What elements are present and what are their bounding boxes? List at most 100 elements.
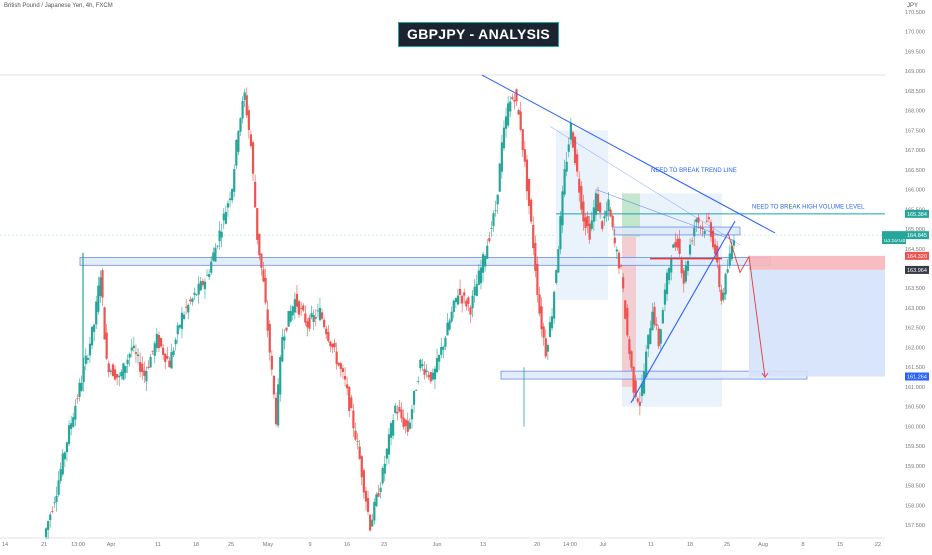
candle-body [473,286,476,296]
projected-path-arrow [761,372,769,378]
candle-body [377,492,380,497]
x-tick-label: 9 [308,542,311,548]
candle-body [697,217,700,223]
candle-body [268,323,271,353]
candle-body [636,398,639,402]
candle-body [534,243,537,271]
candle-body [366,498,370,512]
candle-body [651,311,654,331]
x-tick-label: 23 [381,542,387,548]
candle-body [691,240,694,242]
candle-body [107,363,110,373]
candle-body [235,139,238,166]
y-tick-label: 170.000 [905,30,925,36]
candle-body [199,281,202,291]
candle-body [442,346,445,350]
candle-body [331,343,334,348]
candle-body [51,511,54,512]
candle-body [159,338,163,347]
y-tick-label: 166.000 [905,188,925,194]
candle-body [444,337,447,347]
candle-body [686,260,690,271]
candle-body [176,325,179,335]
candle-body [642,371,646,394]
candle-body [494,210,497,212]
x-tick-label: 18 [687,542,693,548]
candle-body [509,101,512,112]
candle-body [555,270,558,284]
candle-body [136,354,140,357]
candle-body [162,347,165,355]
candle-body [626,307,629,336]
price-label-bg [905,209,929,218]
candle-body [228,198,232,201]
candle-body [254,181,257,208]
x-tick-label: Aug [758,542,768,548]
candle-body [124,365,127,373]
x-tick-label: 25 [724,542,730,548]
candle-body [429,372,432,382]
candle-body [371,519,374,527]
candle-body [76,398,79,400]
candle-body [337,362,340,366]
candle-body [701,227,704,229]
candle-body [335,351,338,365]
candle-body [423,368,426,375]
candle-body [724,273,727,295]
candle-body [584,217,587,228]
candle-body [262,269,265,282]
candle-body [149,356,152,368]
candle-body [716,245,719,263]
candle-body [178,324,181,328]
candle-body [578,178,581,193]
candle-body [609,209,612,217]
price-label-bg [905,372,929,381]
candle-body [187,304,190,313]
candle-body [728,253,731,266]
x-tick-label: 14 [2,542,8,548]
candle-body [358,446,361,459]
candle-body [329,341,332,347]
candle-body [479,267,483,284]
candle-body [323,319,326,328]
candle-body [557,249,560,273]
y-tick-label: 163.500 [905,286,925,292]
ascending-trend-line [630,220,736,404]
candle-body [481,254,485,273]
candle-body [289,311,292,322]
candle-body [291,306,294,316]
candle-body [586,215,589,227]
candle-body [57,480,60,495]
candle-body [308,317,311,329]
candle-body [93,324,96,332]
candle-body [132,345,135,349]
candle-body [592,207,595,222]
x-tick-label: 18 [193,542,199,548]
candle-body [517,110,520,115]
consolidation-box [613,226,741,236]
y-tick-label: 164.500 [905,247,925,253]
candle-body [164,353,167,362]
candle-body [67,425,71,444]
candle-body [128,353,131,358]
candles [44,87,736,540]
candle-body [297,301,301,315]
candle-body [634,380,637,397]
y-tick-label: 166.500 [905,168,925,174]
candle-body [617,252,621,269]
candle-body [456,295,460,305]
candle-body [431,372,434,380]
candle-body [218,230,221,242]
candle-body [310,313,313,318]
y-tick-label: 162.000 [905,345,925,351]
x-tick-label: May [263,542,274,548]
x-tick-label: 15 [837,542,843,548]
candle-body [387,434,391,455]
candle-body [632,366,635,393]
candle-body [82,366,85,383]
candle-body [180,312,184,329]
chart-title: GBPJPY - ANALYSIS [398,22,560,47]
y-tick-label: 159.500 [905,444,925,450]
